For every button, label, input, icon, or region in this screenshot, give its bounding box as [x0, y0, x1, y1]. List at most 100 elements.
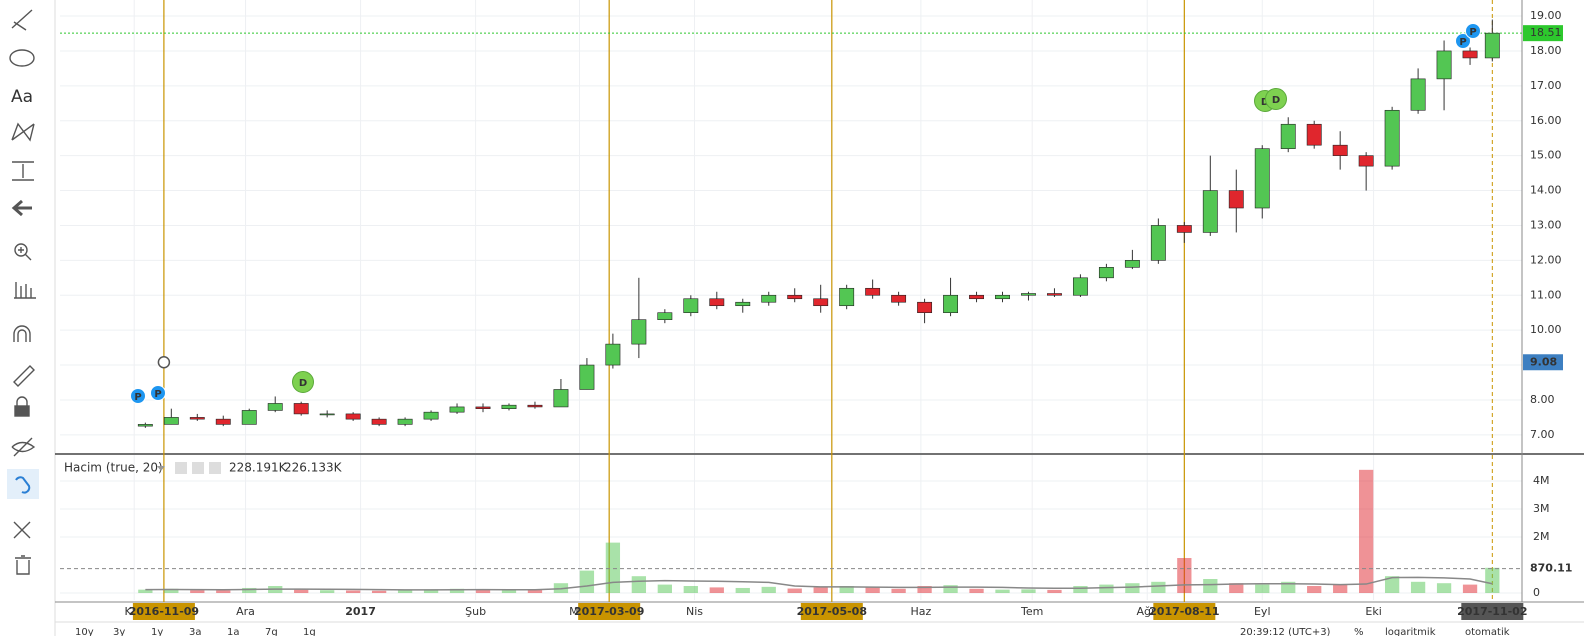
- lock-tool[interactable]: [14, 405, 30, 417]
- cursor-price-label: 9.08: [1530, 355, 1557, 368]
- candle-body: [943, 294, 959, 314]
- range-button[interactable]: 7g: [265, 627, 278, 636]
- magnet-tool[interactable]: [13, 325, 31, 342]
- candle-body: [1436, 50, 1452, 80]
- volume-tick-label: 4M: [1533, 474, 1550, 487]
- volume-bar: [475, 589, 491, 594]
- volume-bar: [969, 588, 984, 594]
- volume-level-badge: [1523, 561, 1583, 576]
- settings-tool[interactable]: [13, 521, 31, 539]
- candle-body: [1150, 225, 1166, 261]
- candle-body: [1021, 293, 1036, 296]
- x-tick-label: Ağu: [1136, 605, 1157, 618]
- range-button[interactable]: 1g: [303, 627, 316, 636]
- measure-tool[interactable]: [12, 161, 34, 181]
- candle-body: [657, 312, 673, 320]
- volume-bar: [735, 587, 750, 594]
- candle-body: [1124, 260, 1140, 268]
- volume-bar: [709, 587, 724, 594]
- volume-bar: [1047, 589, 1062, 594]
- y-tick-label: 10.00: [1530, 323, 1562, 336]
- link-tool-active[interactable]: [7, 469, 39, 499]
- volume-bar: [1436, 583, 1452, 594]
- volume-bar: [320, 590, 335, 594]
- left-toolbar: [0, 0, 55, 636]
- date-badge-label: 2017-05-08: [797, 605, 867, 618]
- y-tick-label: 15.00: [1530, 149, 1562, 162]
- volume-bar: [683, 586, 698, 594]
- volume-tick-label: 0: [1533, 586, 1540, 599]
- volume-bar: [1281, 581, 1296, 594]
- candle-body: [631, 319, 647, 345]
- x-tick-label: Ara: [236, 605, 255, 618]
- candle-body: [189, 417, 205, 420]
- legend-caret: [157, 466, 165, 471]
- event-marker: [292, 371, 314, 393]
- range-button[interactable]: 10y: [75, 627, 94, 636]
- volume-bar: [138, 589, 153, 594]
- volume-bar: [1099, 584, 1114, 594]
- text-tool[interactable]: Aa: [11, 87, 33, 107]
- event-marker: [1465, 23, 1481, 39]
- volume-bar: [761, 586, 776, 594]
- candle-body: [605, 343, 621, 366]
- volume-bar: [164, 588, 179, 594]
- candle-body: [1332, 144, 1348, 156]
- volume-bar: [449, 588, 465, 594]
- candle-body: [813, 298, 829, 307]
- candle-body: [891, 294, 907, 303]
- percent-toggle: %: [1354, 627, 1364, 636]
- volume-bar: [242, 587, 257, 594]
- trend-tool[interactable]: [11, 9, 33, 31]
- candle-body: [501, 404, 517, 409]
- pattern-tool[interactable]: [11, 122, 35, 142]
- range-button[interactable]: 3a: [189, 627, 202, 636]
- candle-body: [1098, 267, 1114, 279]
- candle-body: [293, 403, 309, 415]
- volume-bar: [1333, 584, 1348, 594]
- candle-body: [1254, 148, 1270, 209]
- volume-bar: [1384, 576, 1400, 594]
- x-tick-label: Eyl: [1254, 605, 1271, 618]
- log-toggle: logaritmik: [1385, 627, 1436, 636]
- range-button[interactable]: 3y: [113, 627, 125, 636]
- volume-bar: [1125, 583, 1140, 594]
- volume-bar: [1177, 558, 1192, 594]
- pencil-tool[interactable]: [13, 365, 35, 387]
- volume-bar: [527, 589, 543, 594]
- volume-bar: [1255, 584, 1270, 594]
- candle-body: [683, 298, 699, 314]
- candle-body: [761, 294, 777, 303]
- candle-body: [1462, 50, 1478, 59]
- candle-body: [1176, 225, 1192, 233]
- event-marker-label: D: [1272, 95, 1280, 106]
- candle-body: [475, 406, 491, 409]
- range-button[interactable]: 1a: [227, 627, 240, 636]
- event-marker-label: D: [299, 378, 307, 389]
- volume-bar: [216, 590, 231, 594]
- volume-bar: [891, 588, 906, 594]
- y-tick-label: 18.00: [1530, 44, 1562, 57]
- candle-body: [1202, 190, 1218, 233]
- date-badge: [578, 603, 641, 620]
- volume-bar: [1229, 583, 1244, 594]
- candle-body: [137, 424, 153, 427]
- back-tool[interactable]: [11, 199, 32, 217]
- ruler-tool[interactable]: [14, 282, 36, 299]
- volume-bar: [839, 586, 854, 594]
- x-tick-label: 2017: [345, 605, 376, 618]
- zoom-plus: [18, 247, 32, 261]
- volume-bar: [294, 589, 309, 594]
- event-marker: [150, 385, 166, 401]
- lock-shackle: [16, 396, 28, 406]
- clock: 20:39:12 (UTC+3): [1240, 627, 1331, 636]
- hide-tool[interactable]: [11, 437, 36, 457]
- volume-bar: [1307, 586, 1322, 594]
- range-button[interactable]: 1y: [151, 627, 163, 636]
- volume-bar: [501, 590, 517, 594]
- trash-tool[interactable]: [15, 555, 31, 575]
- volume-bar: [190, 590, 205, 594]
- event-marker: [1265, 88, 1287, 110]
- zoom-tool[interactable]: [14, 243, 28, 257]
- ellipse-tool[interactable]: [9, 49, 35, 67]
